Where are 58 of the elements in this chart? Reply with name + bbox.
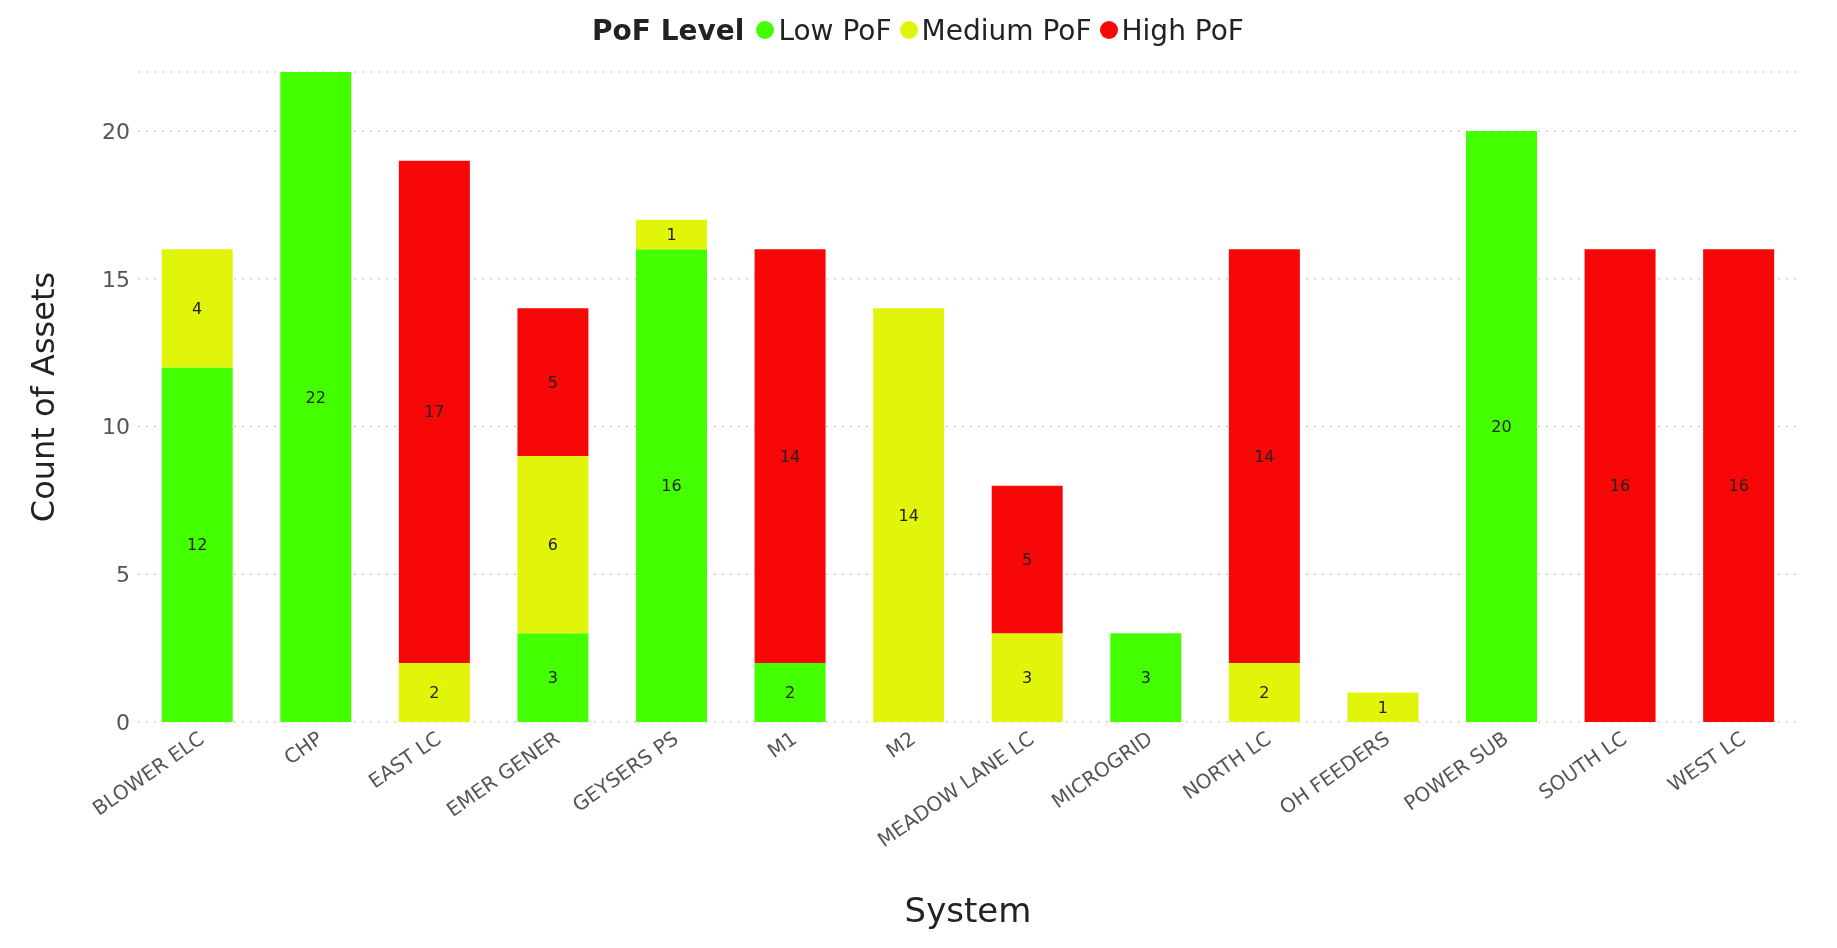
data-label: 16 xyxy=(661,476,682,496)
bar xyxy=(1110,633,1182,722)
bar xyxy=(636,249,707,722)
legend-title: PoF Level xyxy=(592,13,745,47)
x-tick-label: M2 xyxy=(881,726,920,763)
bar xyxy=(1347,692,1419,722)
bar xyxy=(636,219,707,250)
x-axis-title: System xyxy=(904,890,1032,930)
bar xyxy=(1584,249,1656,722)
data-label: 5 xyxy=(547,372,559,392)
data-label: 2 xyxy=(429,682,440,702)
bar xyxy=(517,308,589,457)
x-tick-label: M1 xyxy=(762,726,802,763)
bar xyxy=(873,308,945,722)
y-tick-label: 20 xyxy=(102,118,130,144)
data-label: 14 xyxy=(1254,446,1275,466)
y-tick-label: 5 xyxy=(116,562,130,588)
data-label: 12 xyxy=(187,535,208,555)
data-label: 16 xyxy=(1609,476,1631,496)
data-label: 1 xyxy=(1377,697,1389,717)
data-label: 2 xyxy=(1259,682,1270,702)
legend-label: Low PoF xyxy=(778,13,892,47)
data-label: 6 xyxy=(547,535,559,555)
bar xyxy=(517,456,589,634)
data-label: 2 xyxy=(784,682,796,702)
data-label: 3 xyxy=(1140,668,1151,688)
bar xyxy=(517,633,589,722)
data-label: 4 xyxy=(192,298,203,318)
data-label: 3 xyxy=(547,668,559,688)
bar xyxy=(754,249,826,663)
y-tick-label: 15 xyxy=(102,266,130,292)
y-axis-title: Count of Assets xyxy=(24,271,63,523)
bar xyxy=(1228,249,1300,663)
data-label: 17 xyxy=(424,402,445,422)
bar xyxy=(1703,249,1775,722)
bar xyxy=(754,662,826,722)
bar xyxy=(1228,662,1300,722)
legend-label: High PoF xyxy=(1121,13,1244,47)
data-label: 22 xyxy=(305,387,326,407)
bar xyxy=(1466,131,1537,722)
data-label: 14 xyxy=(779,446,801,466)
x-tick-label: CHP xyxy=(279,726,327,770)
data-label: 16 xyxy=(1728,476,1749,496)
data-label: 5 xyxy=(1022,550,1033,569)
y-tick-label: 0 xyxy=(116,709,130,735)
data-label: 3 xyxy=(1022,668,1033,688)
bar xyxy=(991,485,1063,634)
y-tick-label: 10 xyxy=(102,414,130,440)
bar xyxy=(398,662,470,722)
bar xyxy=(398,160,470,663)
data-label: 1 xyxy=(666,225,677,244)
bar xyxy=(991,633,1063,722)
data-label: 20 xyxy=(1491,417,1512,437)
bar xyxy=(280,72,352,722)
data-label: 14 xyxy=(898,505,919,525)
bar xyxy=(161,249,233,368)
legend-label: Medium PoF xyxy=(921,13,1092,47)
bar xyxy=(161,367,233,722)
